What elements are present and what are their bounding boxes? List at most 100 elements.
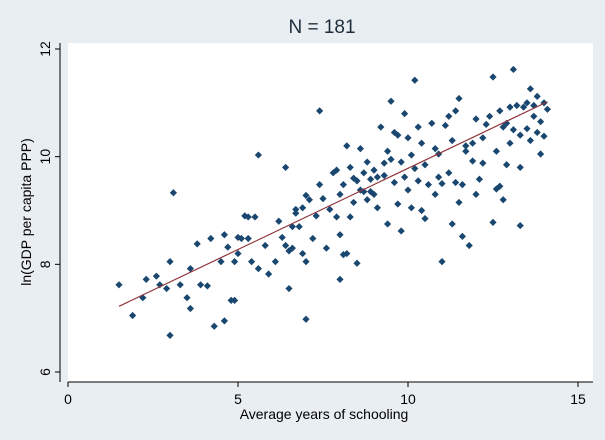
data-point <box>523 99 531 107</box>
data-point <box>319 195 327 203</box>
data-point <box>316 107 324 115</box>
data-point <box>350 198 358 207</box>
data-point <box>482 120 490 128</box>
data-point <box>397 227 405 235</box>
fit-line <box>118 101 548 307</box>
data-point <box>254 265 262 273</box>
data-point <box>363 158 371 166</box>
data-point <box>278 233 286 242</box>
fit-line-group <box>118 101 548 307</box>
data-point <box>506 139 514 147</box>
data-point <box>350 174 358 182</box>
data-point <box>312 212 320 220</box>
x-tick-label: 5 <box>234 391 242 407</box>
data-point <box>421 161 429 169</box>
data-point <box>479 134 487 142</box>
data-point <box>418 139 426 147</box>
chart-title: N = 181 <box>288 17 355 38</box>
data-point <box>492 185 500 193</box>
y-tick-label: 10 <box>37 149 53 165</box>
data-point <box>537 150 545 158</box>
data-point <box>139 294 147 302</box>
data-point <box>384 147 392 155</box>
data-point <box>224 243 232 251</box>
data-point <box>448 136 456 145</box>
data-point <box>234 249 242 258</box>
data-point <box>322 244 330 252</box>
data-point <box>207 234 215 243</box>
data-point <box>486 112 494 120</box>
data-point <box>462 147 470 155</box>
x-axis-title: Average years of schooling <box>240 406 409 422</box>
axes: 0 5 10 15 6 8 10 12 <box>37 41 593 407</box>
data-point <box>336 190 344 198</box>
data-point <box>353 177 361 185</box>
data-point <box>129 311 137 320</box>
data-point <box>142 275 150 284</box>
data-point <box>543 105 551 113</box>
data-point <box>295 223 303 231</box>
plot-area <box>68 43 593 382</box>
data-point <box>166 331 174 339</box>
data-point <box>336 275 344 284</box>
data-point <box>414 123 422 131</box>
data-point <box>509 126 517 134</box>
data-point <box>411 164 419 173</box>
data-point <box>421 214 429 223</box>
data-point <box>407 151 415 159</box>
data-point <box>506 103 514 111</box>
data-point <box>193 240 201 248</box>
data-point <box>237 234 245 243</box>
data-point <box>380 159 388 167</box>
data-point <box>282 163 290 172</box>
data-point <box>469 157 477 165</box>
data-point <box>231 296 239 305</box>
data-point <box>326 205 334 214</box>
data-point <box>394 131 402 139</box>
data-point <box>197 281 205 289</box>
data-point <box>316 181 324 189</box>
data-point <box>424 181 432 189</box>
data-point <box>537 118 545 126</box>
data-point <box>445 169 453 177</box>
data-point <box>530 112 538 120</box>
data-point <box>472 115 480 123</box>
data-point <box>309 234 317 243</box>
data-point <box>339 251 347 259</box>
data-point <box>526 85 534 93</box>
data-point <box>445 112 453 120</box>
data-point <box>285 284 293 293</box>
data-point <box>458 181 466 189</box>
data-point <box>152 272 160 280</box>
data-point <box>390 128 398 137</box>
data-point <box>418 206 426 215</box>
data-point <box>499 196 507 204</box>
data-point <box>343 142 351 150</box>
data-point <box>411 76 419 84</box>
data-point <box>455 198 463 207</box>
data-point <box>448 220 456 228</box>
data-point <box>438 179 446 188</box>
data-point <box>186 265 194 273</box>
data-point <box>203 282 211 290</box>
data-point <box>346 213 354 221</box>
data-point <box>370 166 378 174</box>
data-point <box>183 294 191 302</box>
data-point <box>292 209 300 217</box>
data-point <box>384 220 392 228</box>
data-point <box>217 258 225 266</box>
x-tick-label: 15 <box>570 391 586 407</box>
data-point <box>220 231 228 239</box>
data-point <box>387 97 395 105</box>
data-point <box>492 147 500 155</box>
data-point <box>462 142 470 150</box>
data-point <box>302 315 310 323</box>
data-point <box>339 181 347 189</box>
data-point <box>302 191 310 200</box>
data-point <box>288 223 296 231</box>
data-point <box>523 125 531 133</box>
data-point <box>210 322 218 330</box>
data-point <box>516 221 524 230</box>
data-point <box>509 65 517 74</box>
